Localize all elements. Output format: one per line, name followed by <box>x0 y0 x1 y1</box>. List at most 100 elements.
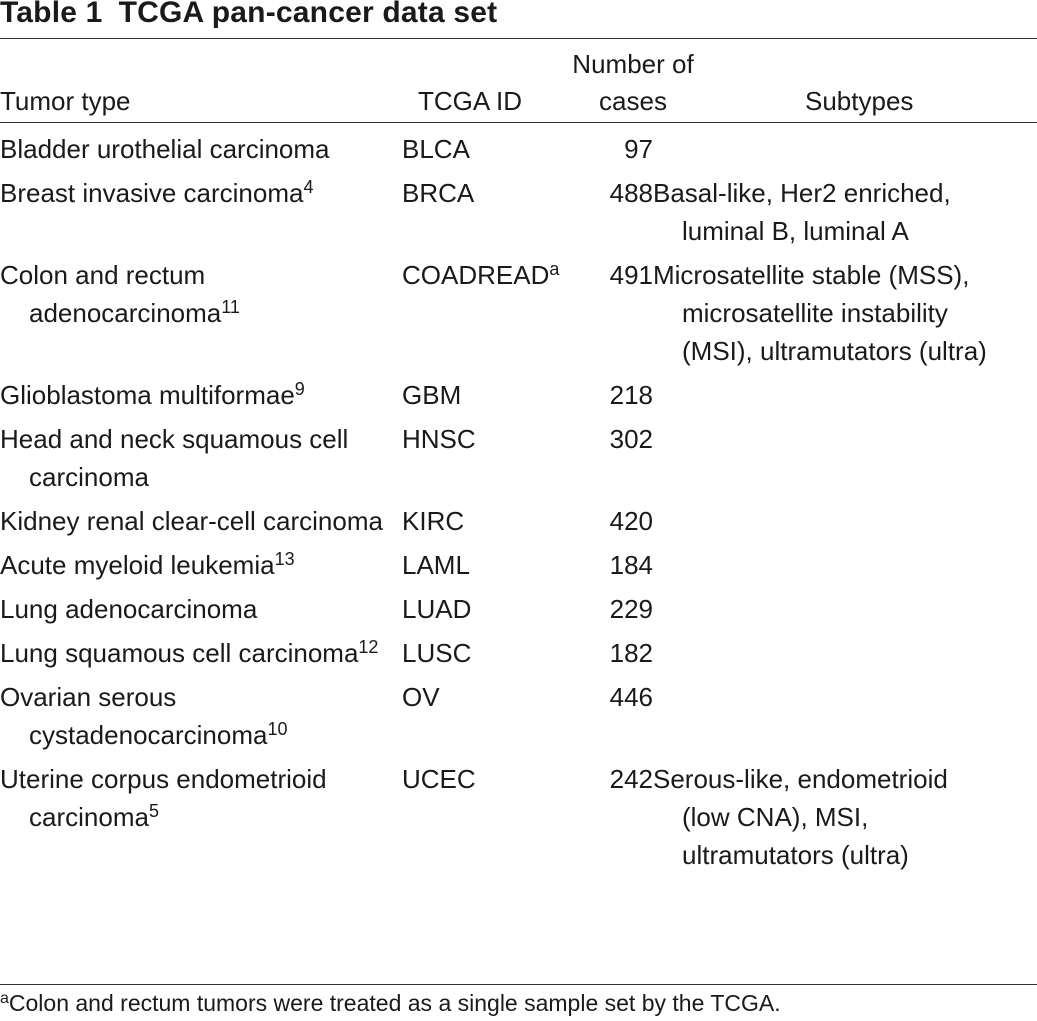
cell-cases: 491 <box>609 260 653 290</box>
cell-cases: 488 <box>609 178 653 208</box>
table-row: Uterine corpus endometrioid carcinoma5 UC… <box>0 760 993 880</box>
tumor-type-block: Bladder urothelial carcinoma <box>0 130 402 168</box>
tumor-type-block: Kidney renal clear-cell carcinoma <box>0 502 402 540</box>
cell-tumor-type: Kidney renal clear-cell carcinoma <box>0 502 402 546</box>
top-rule <box>0 38 1037 39</box>
tumor-type-block: Glioblastoma multiformae9 <box>0 376 402 414</box>
footnote-mark: a <box>0 990 9 1007</box>
subtypes-text: Serous-like, endometrioid (low CNA), MSI… <box>653 764 948 870</box>
cell-tumor-type: Acute myeloid leukemia13 <box>0 546 402 590</box>
cell-subtypes <box>653 502 993 546</box>
cell-subtypes <box>653 546 993 590</box>
tumor-reference: 4 <box>303 177 314 197</box>
cell-tcga-id: OV <box>402 678 570 760</box>
tumor-reference: 12 <box>358 637 379 657</box>
cell-tcga-id: GBM <box>402 376 570 420</box>
cell-tcga-id: LUSC <box>402 634 570 678</box>
tumor-reference: 13 <box>274 549 295 569</box>
table-row: Acute myeloid leukemia13 LAML 184 <box>0 546 993 590</box>
cell-subtypes: Microsatellite stable (MSS), microsatell… <box>653 256 993 376</box>
header-tumor-type: Tumor type <box>0 86 131 116</box>
cell-tcga-id: COADREADa <box>402 256 570 376</box>
cell-tcga-id: LAML <box>402 546 570 590</box>
table-body: Bladder urothelial carcinoma BLCA 97 Breast… <box>0 130 993 880</box>
tumor-type-block: Head and neck squamous cell carcinoma <box>0 420 402 496</box>
tcga-id-text: UCEC <box>402 764 476 794</box>
table-title-text: TCGA pan-cancer data set <box>118 0 498 29</box>
tcga-id-footnote-mark: a <box>549 259 560 279</box>
tumor-type-text: Uterine corpus endometrioid carcinoma <box>0 764 327 832</box>
tumor-type-block: Acute myeloid leukemia13 <box>0 546 402 584</box>
cell-tcga-id: HNSC <box>402 420 570 502</box>
cell-cases: 446 <box>609 682 653 712</box>
tumor-reference: 9 <box>294 379 305 399</box>
tumor-type-block: Breast invasive carcinoma4 <box>0 174 402 212</box>
cell-cases: 229 <box>609 594 653 624</box>
tumor-reference: 5 <box>148 801 159 821</box>
cell-subtypes: Serous-like, endometrioid (low CNA), MSI… <box>653 760 993 880</box>
tumor-reference: 10 <box>267 719 288 739</box>
header-tcga-id: TCGA ID <box>418 86 523 116</box>
cell-tumor-type: Head and neck squamous cell carcinoma <box>0 420 402 502</box>
tcga-id-text: KIRC <box>402 506 465 536</box>
cell-cases: 420 <box>609 506 653 536</box>
subtypes-text: Microsatellite stable (MSS), microsatell… <box>653 260 987 366</box>
cell-cases: 218 <box>609 380 653 410</box>
tcga-id-text: LUSC <box>402 638 472 668</box>
table-number: Table 1 <box>0 0 103 29</box>
cell-cases: 97 <box>624 134 653 164</box>
table-row: Lung adenocarcinoma LUAD 229 <box>0 590 993 634</box>
tumor-type-block: Ovarian serous cystadenocarcinoma10 <box>0 678 402 754</box>
cell-tcga-id: UCEC <box>402 760 570 880</box>
cell-subtypes: Basal-like, Her2 enriched, luminal B, lu… <box>653 174 993 256</box>
table-row: Head and neck squamous cell carcinoma HNS… <box>0 420 993 502</box>
cell-cases: 182 <box>609 638 653 668</box>
tumor-type-text: Glioblastoma multiformae <box>0 380 295 410</box>
cell-tumor-type: Colon and rectum adenocarcinoma11 <box>0 256 402 376</box>
cell-tumor-type: Breast invasive carcinoma4 <box>0 174 402 256</box>
table-title: Table 1 TCGA pan-cancer data set <box>0 0 497 30</box>
cell-tumor-type: Glioblastoma multiformae9 <box>0 376 402 420</box>
header-cases-line2: cases <box>599 86 667 116</box>
cell-subtypes <box>653 590 993 634</box>
cell-tcga-id: LUAD <box>402 590 570 634</box>
tcga-id-text: COADREAD <box>402 260 550 290</box>
table-row: Colon and rectum adenocarcinoma11 COADREA… <box>0 256 993 376</box>
subtypes-text: Basal-like, Her2 enriched, luminal B, lu… <box>653 178 951 246</box>
tumor-type-block: Colon and rectum adenocarcinoma11 <box>0 256 402 332</box>
cell-cases: 242 <box>609 764 653 794</box>
tumor-type-block: Lung adenocarcinoma <box>0 590 402 628</box>
footnote-text: Colon and rectum tumors were treated as … <box>8 990 781 1016</box>
cell-tumor-type: Ovarian serous cystadenocarcinoma10 <box>0 678 402 760</box>
tumor-type-text: Colon and rectum adenocarcinoma <box>0 260 222 328</box>
cell-cases: 302 <box>609 424 653 454</box>
tumor-type-text: Head and neck squamous cell carcinoma <box>0 424 349 492</box>
tcga-id-text: GBM <box>402 380 462 410</box>
table-row: Lung squamous cell carcinoma12 LUSC 182 <box>0 634 993 678</box>
cell-tcga-id: KIRC <box>402 502 570 546</box>
table-row: Bladder urothelial carcinoma BLCA 97 <box>0 130 993 174</box>
header-rule <box>0 122 1037 123</box>
cell-tcga-id: BRCA <box>402 174 570 256</box>
tumor-type-block: Lung squamous cell carcinoma12 <box>0 634 402 672</box>
tcga-id-text: OV <box>402 682 440 712</box>
cell-subtypes <box>653 376 993 420</box>
cell-cases: 184 <box>609 550 653 580</box>
footnote: aColon and rectum tumors were treated as… <box>0 990 781 1017</box>
tumor-type-text: Breast invasive carcinoma <box>0 178 304 208</box>
table-row: Kidney renal clear-cell carcinoma KIRC 420 <box>0 502 993 546</box>
cell-tumor-type: Lung adenocarcinoma <box>0 590 402 634</box>
tumor-type-text: Kidney renal clear-cell carcinoma <box>0 506 383 536</box>
tumor-type-text: Acute myeloid leukemia <box>0 550 275 580</box>
tcga-id-text: LUAD <box>402 594 472 624</box>
data-table: Bladder urothelial carcinoma BLCA 97 Breast… <box>0 130 993 880</box>
tumor-type-text: Bladder urothelial carcinoma <box>0 134 330 164</box>
cell-tumor-type: Lung squamous cell carcinoma12 <box>0 634 402 678</box>
header-subtypes: Subtypes <box>805 86 914 116</box>
tcga-id-text: LAML <box>402 550 470 580</box>
tcga-id-text: HNSC <box>402 424 476 454</box>
cell-subtypes <box>653 420 993 502</box>
tumor-type-text: Lung adenocarcinoma <box>0 594 258 624</box>
table-row: Ovarian serous cystadenocarcinoma10 OV 446 <box>0 678 993 760</box>
cell-tcga-id: BLCA <box>402 130 570 174</box>
